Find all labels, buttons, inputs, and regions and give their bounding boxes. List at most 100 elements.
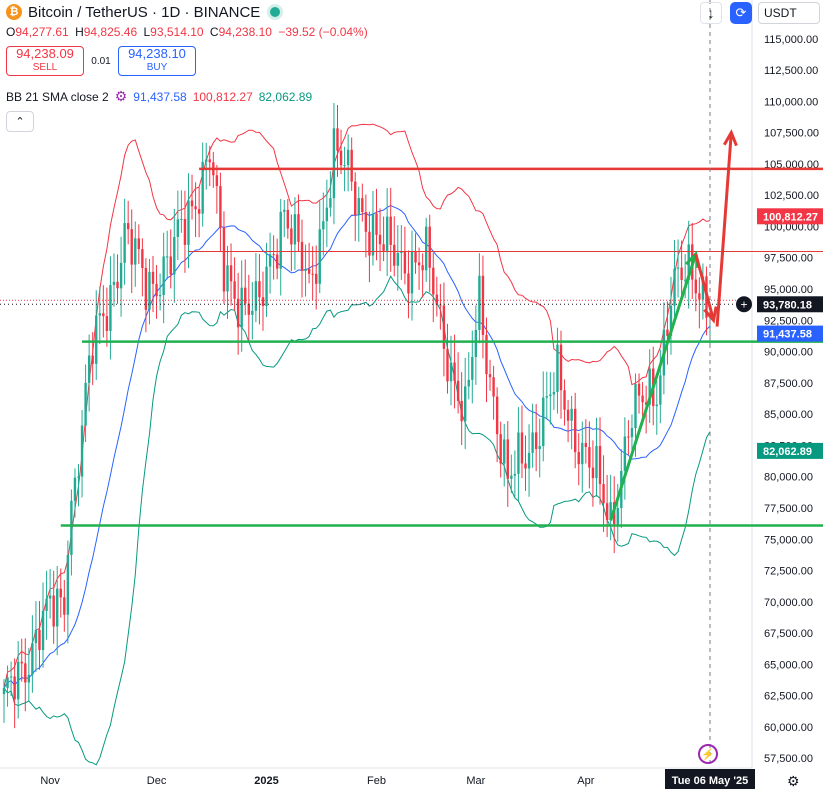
candle-body [329, 198, 332, 208]
currency-selector[interactable]: USDT [758, 2, 820, 24]
candle-body [258, 281, 261, 298]
candle-body [552, 391, 556, 395]
y-tick-label: 57,500.00 [764, 753, 813, 765]
settings-gear-icon[interactable]: ⚙ [787, 773, 800, 789]
candle-body [492, 377, 495, 397]
y-tick-label: 65,000.00 [764, 659, 813, 671]
candle-body [116, 281, 119, 289]
candle-body [393, 244, 396, 266]
candle-body [432, 267, 435, 295]
candle-body [77, 476, 80, 478]
download-icon[interactable]: ↓ [700, 2, 722, 24]
bb-upper-value: 100,812.27 [192, 89, 253, 104]
candle-body [2, 687, 6, 695]
crosshair-date-box [665, 769, 755, 789]
candle-body [41, 610, 45, 651]
candle-body [13, 676, 16, 700]
candle-body [279, 211, 282, 269]
candle-body [435, 294, 439, 305]
candle-body [254, 281, 258, 311]
candle-body [148, 271, 151, 310]
candle-body [251, 310, 254, 315]
candle-body [38, 629, 41, 651]
sync-icon[interactable]: ⟳ [730, 2, 752, 24]
candle-body [424, 226, 428, 271]
candle-body [144, 267, 148, 310]
pullback-arrow-head [703, 306, 718, 324]
sell-price: 94,238.09 [16, 46, 74, 61]
candle-body [336, 128, 339, 151]
candle-body [634, 383, 637, 429]
candle-body [417, 262, 421, 266]
lower-band-price-label: 82,062.89 [763, 446, 812, 458]
candle-body [215, 175, 219, 187]
y-tick-label: 100,000.00 [764, 221, 819, 233]
candle-body [109, 285, 112, 331]
candle-body [194, 206, 197, 210]
candle-body [584, 442, 588, 448]
candle-body [449, 362, 453, 382]
close-label: C [209, 25, 219, 39]
x-tick-label: Feb [367, 775, 386, 787]
candle-body [226, 265, 229, 292]
candle-body [229, 265, 233, 282]
candle-body [641, 395, 644, 403]
symbol-title[interactable]: Bitcoin / TetherUS · 1D · BINANCE [28, 3, 261, 21]
candle-body [162, 256, 165, 296]
candle-body [272, 254, 275, 256]
candle-body [566, 409, 570, 421]
buy-button[interactable]: 94,238.10 BUY [118, 46, 196, 76]
candle-body [222, 227, 226, 292]
candle-body [265, 266, 268, 306]
candle-body [112, 281, 116, 286]
candle-body [27, 674, 31, 683]
candle-body [84, 382, 87, 426]
candle-body [573, 408, 577, 453]
candle-body [683, 279, 687, 281]
y-tick-label: 90,000.00 [764, 347, 813, 359]
candle-body [176, 219, 180, 237]
candle-body [503, 439, 506, 464]
bb-lower-band [3, 275, 711, 766]
candle-body [644, 402, 648, 405]
candle-body [499, 434, 502, 464]
candle-body [318, 229, 321, 284]
high-value: 94,825.46 [83, 25, 138, 39]
y-tick-label: 102,500.00 [764, 190, 819, 202]
upper-band-price-label-box [757, 208, 823, 225]
candle-body [701, 276, 705, 300]
pullback-arrow [694, 253, 715, 321]
candle-body [385, 216, 389, 251]
lightning-icon[interactable]: ⚡ [698, 744, 718, 764]
candle-body [407, 273, 410, 294]
candle-body [315, 273, 318, 284]
candle-body [105, 316, 109, 331]
candle-body [357, 198, 360, 216]
candle-body [6, 677, 9, 688]
candle-body [456, 380, 460, 401]
ohlc-legend: O94,277.61 H94,825.46 L93,514.10 C94,238… [6, 25, 371, 39]
candle-body [322, 221, 325, 230]
candle-body [655, 404, 658, 407]
candle-body [510, 475, 513, 479]
candle-body [545, 396, 549, 398]
candle-body [623, 436, 627, 471]
y-tick-label: 97,500.00 [764, 253, 813, 265]
y-tick-label: 110,000.00 [764, 96, 818, 108]
collapse-legend-button[interactable]: ⌃ [6, 111, 34, 132]
candle-body [467, 379, 470, 387]
candle-body [297, 214, 300, 242]
candle-body [659, 375, 662, 405]
candle-body [80, 425, 84, 477]
candle-body [95, 315, 98, 364]
candle-body [524, 463, 527, 469]
candle-body [275, 254, 279, 269]
candle-body [286, 209, 290, 229]
candle-body [527, 452, 531, 469]
spread-value: 0.01 [91, 55, 111, 67]
candle-body [59, 588, 62, 598]
indicator-legend[interactable]: BB 21 SMA close 2 ⚙ 91,437.58 100,812.27… [6, 88, 312, 105]
sell-button[interactable]: 94,238.09 SELL [6, 46, 84, 76]
gear-icon[interactable]: ⚙ [114, 88, 128, 104]
